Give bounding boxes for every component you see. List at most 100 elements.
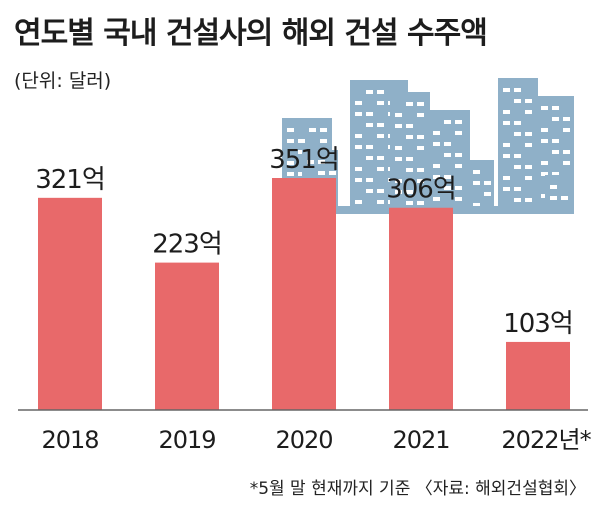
building-window [355, 200, 362, 204]
building-window [455, 153, 462, 157]
building-window [455, 186, 462, 190]
building-window [552, 139, 559, 143]
building-window [503, 121, 510, 125]
building-window [525, 132, 532, 136]
building-window [433, 197, 440, 201]
building-window [563, 117, 570, 121]
building-window [355, 145, 362, 149]
x-tick-label: 2020 [275, 426, 332, 454]
building-window [514, 154, 521, 158]
building-window [473, 170, 480, 174]
building-window [395, 146, 402, 150]
data-label: 223억 [152, 230, 222, 260]
building-window [395, 113, 402, 117]
building-window [503, 110, 510, 114]
building-window [444, 153, 451, 157]
building-window [377, 167, 384, 171]
bars-group: 321억 223억 351억 306억 103억 [35, 145, 574, 410]
building-window [444, 142, 451, 146]
building-window [406, 157, 413, 161]
building-window [417, 146, 424, 150]
building-window [287, 139, 294, 143]
bar-2022년* [506, 341, 570, 410]
building-window [377, 134, 384, 138]
building-window [355, 112, 362, 116]
building-window [406, 124, 413, 128]
building-window [395, 124, 402, 128]
building-window [377, 156, 384, 160]
bar-2020 [272, 178, 336, 410]
data-label: 351억 [269, 145, 339, 175]
building-window [366, 123, 373, 127]
building-window [503, 176, 510, 180]
building-window [514, 88, 521, 92]
building-window [366, 156, 373, 160]
building-window [541, 172, 548, 176]
building-window [287, 128, 294, 132]
building-window [514, 187, 521, 191]
building-window [433, 142, 440, 146]
building-window [307, 160, 314, 164]
building-window [320, 128, 327, 132]
building-window [406, 102, 413, 106]
building-shape [428, 110, 470, 212]
building-window [395, 157, 402, 161]
building-window [503, 187, 510, 191]
building-window [503, 88, 510, 92]
building-window [433, 164, 440, 168]
building-window [541, 139, 548, 143]
building-window [355, 178, 362, 182]
building-shape [468, 160, 494, 212]
building-window [366, 112, 373, 116]
building-window [377, 101, 384, 105]
building-window [552, 150, 559, 154]
building-window [563, 128, 570, 132]
building-window [563, 161, 570, 165]
building-window [298, 150, 305, 154]
building-window [541, 106, 548, 110]
building-window [514, 99, 521, 103]
building-window [355, 101, 362, 105]
building-window [484, 192, 491, 196]
building-window [541, 128, 548, 132]
building-window [366, 178, 373, 182]
building-window [287, 172, 294, 176]
building-window [455, 120, 462, 124]
chart-title: 연도별 국내 건설사의 해외 건설 수주액 [14, 16, 488, 51]
building-window [484, 181, 491, 185]
building-window [377, 123, 384, 127]
bar-2021 [389, 207, 453, 410]
building-window [433, 131, 440, 135]
building-window [406, 135, 413, 139]
building-window [366, 189, 373, 193]
building-window [355, 167, 362, 171]
source-note: *5월 말 현재까지 기준 〈자료: 해외건설협회〉 [249, 479, 586, 499]
building-window [563, 150, 570, 154]
building-window [366, 145, 373, 149]
x-tick-labels: 2018 2019 2020 2021 2022년* [41, 426, 592, 454]
building-window [552, 106, 559, 110]
data-label: 306억 [386, 175, 456, 205]
x-tick-label: 2019 [158, 426, 215, 454]
building-window [455, 164, 462, 168]
building-window [541, 161, 548, 165]
building-window [514, 121, 521, 125]
building-window [417, 135, 424, 139]
building-window [298, 139, 305, 143]
unit-label: (단위: 달러) [14, 70, 112, 92]
building-window [366, 90, 373, 94]
building-window [561, 196, 568, 200]
building-window [473, 181, 480, 185]
bar-2018 [38, 197, 102, 410]
building-window [473, 203, 480, 207]
building-window [541, 194, 548, 198]
building-window [514, 165, 521, 169]
building-window [309, 128, 316, 132]
building-window [287, 161, 294, 165]
building-window [417, 102, 424, 106]
x-tick-label: 2018 [41, 426, 98, 454]
building-window [417, 168, 424, 172]
building-window [395, 179, 402, 183]
building-window [525, 165, 532, 169]
building-window [455, 131, 462, 135]
